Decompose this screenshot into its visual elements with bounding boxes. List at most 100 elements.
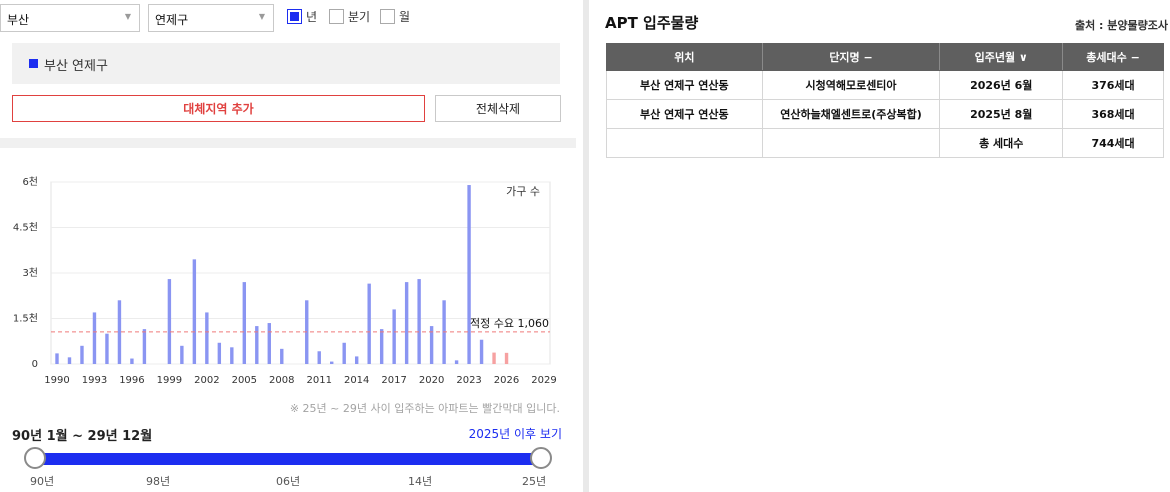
bar [492,352,496,364]
bar [467,185,471,364]
x-tick-label: 1993 [82,375,107,386]
selected-region-label: 부산 연제구 [44,59,108,74]
after-2025-link[interactable]: 2025년 이후 보기 [468,427,562,441]
bar [379,329,384,364]
slider-start-handle[interactable] [24,447,46,469]
x-tick-label: 2005 [232,375,257,386]
header-complex-name[interactable]: 단지명 − [761,43,941,71]
header-total-households[interactable]: 총세대수 − [1062,43,1164,71]
panel-divider [583,0,589,492]
gu-select[interactable]: 연제구 ▼ [148,4,274,32]
x-tick-label: 2014 [344,375,369,386]
cell-location: 부산 연제구 연산동 [606,99,763,129]
checkbox-quarter-label: 분기 [348,10,371,24]
cell-move-in-date: 2026년 6월 [939,70,1064,100]
bar [67,357,72,364]
bar [217,342,222,364]
total-label: 총 세대수 [939,128,1064,158]
bar [429,326,434,364]
header-move-in-date[interactable]: 입주년월 ∨ [939,43,1064,71]
cell-empty [761,128,941,158]
bar [105,333,109,364]
slider-tick: 90년 [30,475,55,488]
table-row: 부산 연제구 연산동 시청역해모로센티아 2026년 6월 376세대 [606,70,1164,100]
add-region-button[interactable]: 대체지역 추가 [12,95,425,122]
x-tick-label: 2026 [494,375,519,386]
bar [392,309,396,364]
bar [479,339,484,364]
chevron-down-icon: ▼ [258,12,265,21]
y-tick-label: 0 [32,359,38,370]
sido-select[interactable]: 부산 ▼ [0,4,140,32]
bar [504,352,509,364]
slider-end-handle[interactable] [530,447,552,469]
selected-region-box: 부산 연제구 [12,43,560,84]
checkbox-year-label: 년 [306,10,318,24]
table-header-row: 위치 단지명 − 입주년월 ∨ 총세대수 − [606,43,1164,71]
y-tick-label: 6천 [22,176,38,188]
cell-location: 부산 연제구 연산동 [606,70,763,100]
cell-households: 376세대 [1062,70,1164,100]
cell-complex-name: 연산하늘채엘센트로(주상복합) [761,99,941,129]
checkbox-quarter[interactable]: 분기 [329,8,370,25]
bar [417,279,421,364]
demand-line-label: 적정 수요 1,060 [470,317,549,330]
bar [130,358,134,364]
bar [180,345,184,364]
bar [354,356,359,364]
bar [255,326,259,364]
header-location: 위치 [606,43,763,71]
checkbox-month-box[interactable] [380,9,395,24]
x-tick-label: 2029 [531,375,556,386]
table-row: 부산 연제구 연산동 연산하늘채엘센트로(주상복합) 2025년 8월 368세… [606,99,1164,129]
section-divider [0,138,576,148]
cell-empty [606,128,763,158]
checkbox-month[interactable]: 월 [380,8,410,25]
slider-tick: 14년 [408,475,433,488]
bar [80,345,84,364]
x-tick-label: 2020 [419,375,444,386]
bar [267,323,271,364]
bar [55,353,59,364]
legend-label: 가구 수 [506,185,540,198]
checkbox-year-box[interactable] [287,9,302,24]
x-tick-label: 2008 [269,375,294,386]
bar [280,348,284,364]
x-tick-label: 2017 [381,375,406,386]
bar [367,283,371,364]
bar [117,300,122,364]
y-tick-label: 4.5천 [13,222,38,234]
bar [242,282,247,364]
cell-households: 368세대 [1062,99,1164,129]
bar [142,329,147,364]
apt-supply-table: 위치 단지명 − 입주년월 ∨ 총세대수 − 부산 연제구 연산동 시청역해모로… [606,43,1164,158]
gu-select-value: 연제구 [155,13,189,27]
bar [167,279,172,364]
x-tick-label: 2023 [456,375,481,386]
x-tick-label: 1996 [119,375,144,386]
cell-move-in-date: 2025년 8월 [939,99,1064,129]
total-value: 744세대 [1062,128,1164,158]
panel-title: APT 입주물량 [605,14,699,32]
x-tick-label: 1990 [44,375,69,386]
period-slider-track[interactable] [36,453,541,465]
sido-select-value: 부산 [7,13,30,27]
period-label: 90년 1월 ~ 29년 12월 [12,429,153,444]
delete-all-button[interactable]: 전체삭제 [435,95,561,122]
bar [205,312,209,364]
slider-tick: 25년 [522,475,547,488]
bar [330,361,334,364]
x-tick-label: 2002 [194,375,219,386]
chart-note: ※ 25년 ~ 29년 사이 입주하는 아파트는 빨간막대 입니다. [289,402,560,415]
bar [92,312,97,364]
bar [454,360,459,364]
bar [230,347,234,364]
checkbox-year[interactable]: 년 [287,8,317,25]
checkbox-quarter-box[interactable] [329,9,344,24]
x-tick-label: 2011 [307,375,332,386]
bar [342,342,346,364]
x-tick-label: 1999 [157,375,182,386]
slider-tick: 98년 [146,475,171,488]
